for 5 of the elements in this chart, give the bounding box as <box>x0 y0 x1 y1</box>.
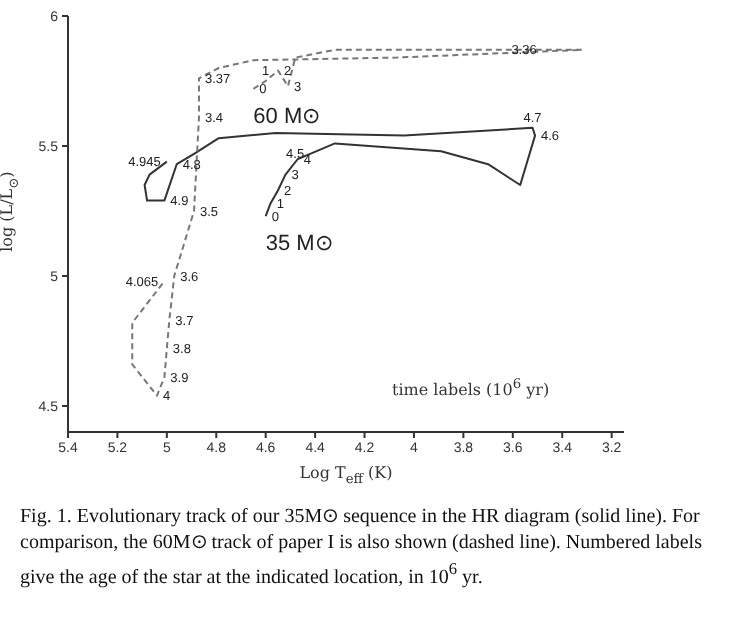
series-label: 60 M⊙ <box>253 104 321 129</box>
caption: Fig. 1. Evolutionary track of our 35M⊙ sequence in the HR diagram (solid line). For comparison, the 60M⊙ track of paper I is also shown (dashed line). Numbered labels give the age of the star at the indicated location, in 10$^{6}$ yr. <box>20 504 704 591</box>
x-axis-title: Log T$_{eff}$ (K) <box>297 464 395 488</box>
series-label: 35 M⊙ <box>265 232 333 257</box>
annotation: time labels (10$^{6}$ yr) <box>392 376 550 400</box>
